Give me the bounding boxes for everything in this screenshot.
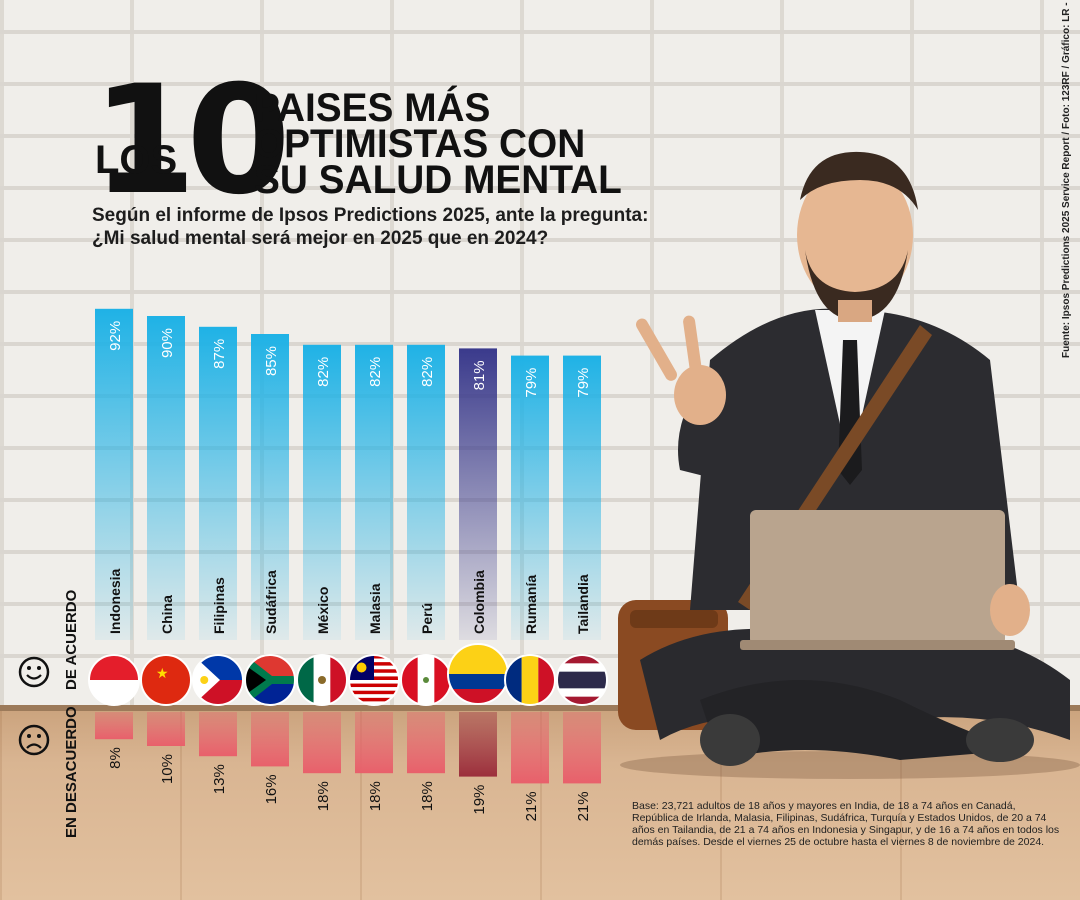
disagree-value-label: 18% xyxy=(367,781,384,811)
disagree-bar xyxy=(95,712,133,740)
base-footnote: Base: 23,721 adultos de 18 años y mayore… xyxy=(632,800,1060,848)
agree-bar xyxy=(563,355,601,640)
subtitle: Según el informe de Ipsos Predictions 20… xyxy=(92,204,672,250)
man-with-laptop-photo xyxy=(618,151,1080,779)
agree-value-label: 82% xyxy=(315,357,332,387)
disagree-value-label: 19% xyxy=(471,785,488,815)
disagree-bar xyxy=(251,712,289,767)
mexico-flag-icon xyxy=(296,654,348,706)
subtitle-line-2: ¿Mi salud mental será mejor en 2025 que … xyxy=(92,228,549,249)
category-label: Sudáfrica xyxy=(263,570,279,634)
category-label: México xyxy=(315,587,331,634)
agree-value-label: 79% xyxy=(523,368,540,398)
disagree-bar xyxy=(511,712,549,784)
disagree-bar xyxy=(459,712,497,777)
agree-value-label: 79% xyxy=(575,368,592,398)
peru-flag-icon xyxy=(400,654,452,706)
category-label: Malasia xyxy=(367,583,383,634)
disagree-bar xyxy=(563,712,601,784)
page-title: PAISES MÁS OPTIMISTAS CON SU SALUD MENTA… xyxy=(254,86,661,202)
category-label: Tailandia xyxy=(575,574,591,634)
disagree-bar xyxy=(407,712,445,774)
agree-value-label: 87% xyxy=(211,339,228,369)
indonesia-flag-icon xyxy=(88,654,140,706)
thailand-flag-icon xyxy=(556,654,608,706)
big-ten-number: 10 xyxy=(92,54,291,228)
agree-bar xyxy=(355,344,393,640)
agree-bar xyxy=(407,344,445,640)
category-label: Indonesia xyxy=(107,568,123,634)
category-label: Colombia xyxy=(471,570,487,634)
agree-bar xyxy=(95,308,133,640)
agree-value-label: 82% xyxy=(367,357,384,387)
disagree-value-label: 18% xyxy=(419,781,436,811)
south-africa-flag-icon xyxy=(244,654,296,706)
legend-disagree-label: EN DESACUERDO xyxy=(63,706,80,838)
agree-bar xyxy=(199,326,237,640)
category-label: Filipinas xyxy=(211,577,227,634)
china-flag-icon: ★ xyxy=(140,654,192,706)
happy-face-icon xyxy=(18,656,50,688)
agree-value-label: 90% xyxy=(159,328,176,358)
category-label: Perú xyxy=(419,603,435,634)
disagree-bar xyxy=(147,712,185,746)
agree-value-label: 92% xyxy=(107,321,124,351)
title-line-2: OPTIMISTAS CON xyxy=(254,122,586,166)
sad-face-icon xyxy=(18,724,50,756)
disagree-bar xyxy=(355,712,393,774)
philippines-flag-icon xyxy=(192,654,244,706)
agree-bar xyxy=(459,348,497,640)
title-line-1: PAISES MÁS xyxy=(254,86,491,130)
agree-value-label: 81% xyxy=(471,360,488,390)
disagree-bar xyxy=(199,712,237,757)
los-label: LOS xyxy=(95,138,178,182)
agree-bar xyxy=(511,355,549,640)
agree-bar xyxy=(303,344,341,640)
disagree-value-label: 13% xyxy=(211,764,228,794)
disagree-value-label: 18% xyxy=(315,781,332,811)
agree-value-label: 82% xyxy=(419,357,436,387)
agree-bar xyxy=(147,316,185,640)
subtitle-line-1: Según el informe de Ipsos Predictions 20… xyxy=(92,205,649,226)
disagree-value-label: 8% xyxy=(107,747,124,769)
disagree-value-label: 10% xyxy=(159,754,176,784)
category-label: China xyxy=(159,595,175,634)
disagree-value-label: 16% xyxy=(263,774,280,804)
agree-value-label: 85% xyxy=(263,346,280,376)
disagree-value-label: 21% xyxy=(523,791,540,821)
romania-flag-icon xyxy=(504,654,556,706)
colombia-flag-icon xyxy=(447,643,509,705)
disagree-bar xyxy=(303,712,341,774)
title-line-3: SU SALUD MENTAL xyxy=(254,158,622,202)
category-label: Rumanía xyxy=(523,575,539,634)
legend-agree-label: DE ACUERDO xyxy=(63,589,80,690)
disagree-value-label: 21% xyxy=(575,791,592,821)
svg-text:★: ★ xyxy=(156,666,169,682)
agree-bar xyxy=(251,334,289,640)
malaysia-flag-icon xyxy=(348,654,400,706)
